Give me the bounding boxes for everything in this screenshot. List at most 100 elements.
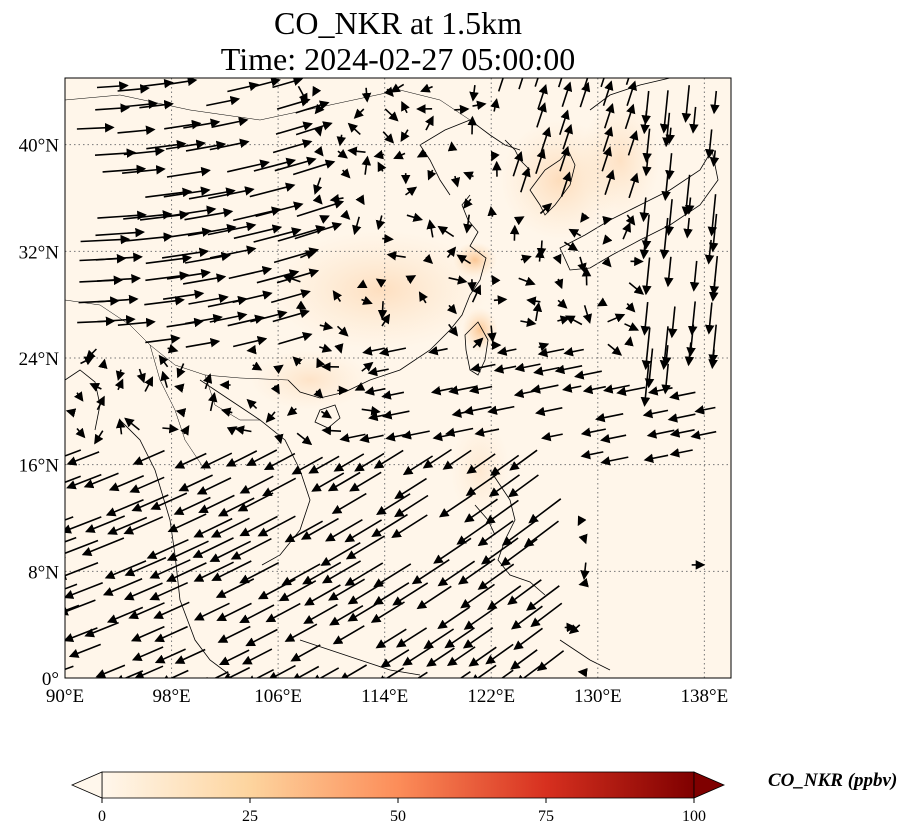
wind-arrow [80,234,131,245]
wind-arrow [65,516,74,521]
wind-arrow [485,643,514,665]
wind-arrow [485,499,519,525]
wind-arrow [95,103,131,113]
wind-arrow [96,81,129,91]
wind-arrow [292,159,336,176]
wind-arrow [278,580,317,602]
wind-arrow [378,346,407,357]
wind-arrow [272,139,313,154]
wind-arrow [520,317,537,327]
wind-arrow [373,582,410,605]
wind-arrow [395,627,428,648]
wind-arrow [246,344,257,355]
wind-arrow [364,386,386,396]
wind-arrow [710,90,720,115]
wind-arrow [477,563,515,590]
wind-arrow [234,425,252,435]
wind-arrow [704,239,715,265]
wind-arrow [130,625,165,642]
wind-arrow [535,248,545,262]
wind-arrow [437,606,471,629]
wind-arrow [370,601,405,623]
wind-arrow [684,197,695,215]
wind-arrow [251,361,263,371]
wind-arrow [513,627,543,650]
wind-arrow [694,405,716,415]
wind-arrow [123,99,159,109]
wind-arrow [463,198,473,209]
wind-arrow [185,313,223,325]
wind-arrow [472,337,484,349]
wind-arrow [218,649,250,666]
wind-arrow [344,562,384,586]
wind-arrow [661,363,671,395]
wind-arrow [299,250,316,260]
wind-arrow [667,413,696,423]
wind-arrow [134,665,164,678]
wind-arrow [582,305,592,324]
wind-arrow [468,384,493,395]
wind-arrow [507,579,542,605]
wind-arrow [85,515,126,533]
wind-arrow [639,238,650,260]
wind-arrow [437,560,476,587]
wind-arrow [624,336,634,347]
colorbar-tick-label: 100 [682,808,706,825]
wind-arrow [304,584,341,606]
wind-arrow [602,234,613,245]
wind-arrow [185,140,227,152]
wind-arrow [361,405,381,416]
wind-arrow [450,175,461,188]
wind-arrow [554,364,583,375]
wind-arrow [477,520,514,547]
wind-vectors [65,78,720,678]
wind-arrow [65,536,77,543]
wind-arrow [708,349,718,370]
wind-arrow [180,425,190,436]
wind-arrow [146,139,187,150]
wind-arrow [183,118,221,129]
wind-arrow [501,519,538,546]
wind-arrow [174,383,185,393]
wind-arrow [340,209,351,220]
wind-arrow [577,515,587,527]
wind-arrow [559,145,570,172]
wind-arrow [639,197,650,223]
wind-arrow [144,296,185,306]
wind-arrow [178,474,213,492]
wind-arrow [188,187,236,200]
wind-arrow [217,625,251,643]
wind-arrow [665,153,675,180]
wind-arrow [328,578,366,601]
map-title: CO_NKR at 1.5km [274,5,522,41]
wind-arrow [167,344,179,354]
wind-arrow [354,382,366,391]
wind-arrow [400,129,410,142]
wind-arrow [384,108,399,122]
wind-arrow [560,171,572,197]
wind-arrow [376,493,411,515]
wind-arrow [405,186,418,197]
wind-arrow [232,290,273,304]
wind-arrow [442,449,472,470]
y-tick-label: 24°N [19,349,60,370]
wind-arrow [411,559,450,585]
wind-arrow [644,348,655,389]
wind-arrow [568,624,581,635]
wind-arrow [377,161,387,173]
wind-arrow [311,472,345,492]
wind-arrow [166,268,211,280]
wind-arrow [76,122,115,133]
wind-arrow [689,106,699,134]
wind-arrow [463,214,473,234]
wind-arrow [582,384,606,395]
wind-arrow [164,119,202,130]
wind-arrow [690,430,717,440]
wind-arrow [302,561,342,585]
wind-arrow [167,513,207,533]
wind-arrow [487,325,497,343]
wind-arrow [470,363,496,373]
wind-arrow [513,216,525,226]
colorbar-extend-high [693,771,726,799]
wind-arrow [490,150,500,162]
